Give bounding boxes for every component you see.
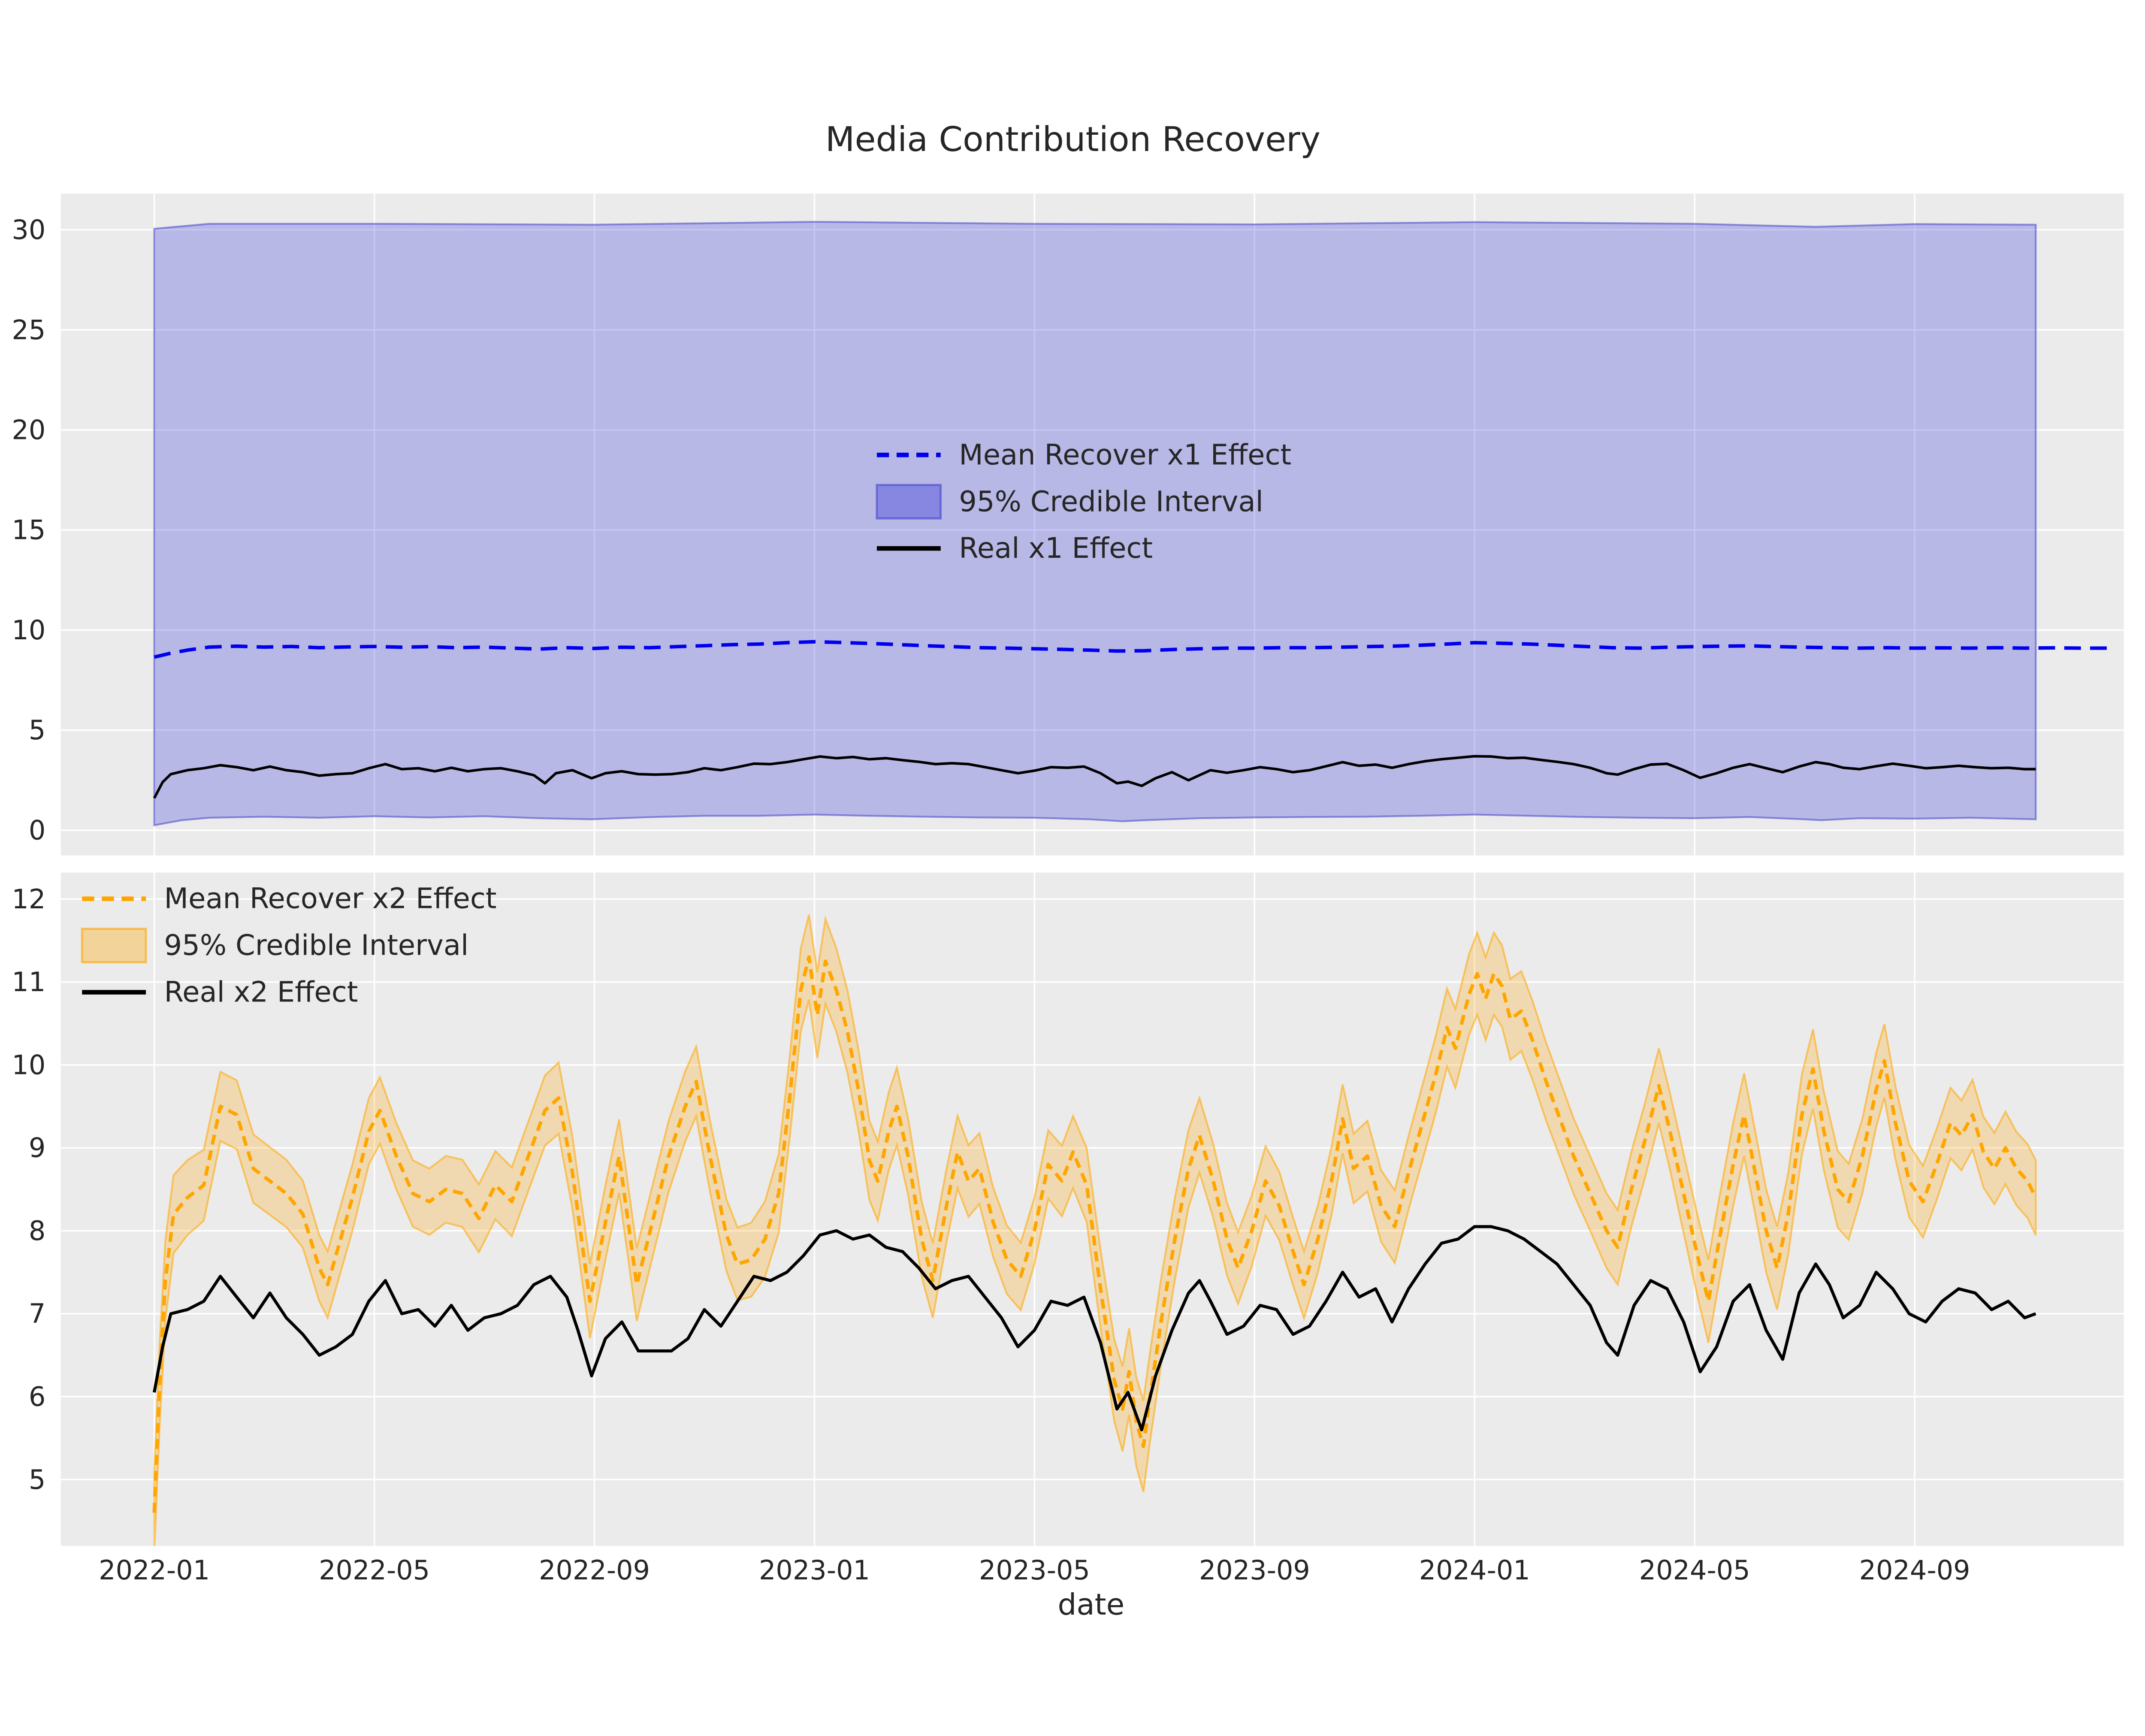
panel-background — [60, 194, 2124, 856]
x-tick-label: 2024-09 — [1859, 1555, 1970, 1586]
y-tick-label: 20 — [12, 414, 45, 446]
y-tick-label: 10 — [12, 614, 45, 646]
credible-interval-band — [153, 221, 2037, 826]
y-tick-label: 12 — [12, 883, 45, 915]
credible-interval-band — [153, 914, 2037, 1546]
x-tick-label: 2023-01 — [759, 1555, 870, 1586]
y-tick-label: 10 — [12, 1049, 45, 1080]
x-tick-label: 2024-01 — [1419, 1555, 1530, 1586]
legend: Mean Recover x2 Effect 95% Credible Inter… — [81, 883, 497, 1009]
y-tick-label: 9 — [29, 1132, 45, 1164]
legend-label: 95% Credible Interval — [959, 485, 1263, 518]
legend-label: Mean Recover x2 Effect — [164, 883, 497, 915]
x-tick-label: 2023-05 — [979, 1555, 1090, 1586]
legend-fill-swatch — [81, 928, 147, 964]
plot-area — [153, 221, 2113, 826]
x-tick-label: 2022-09 — [539, 1555, 650, 1586]
x-axis-label: date — [1058, 1588, 1125, 1622]
x-tick-label: 2024-05 — [1639, 1555, 1750, 1586]
legend-label: 95% Credible Interval — [164, 929, 469, 962]
plot-area — [152, 914, 2037, 1546]
y-tick-label: 7 — [29, 1298, 45, 1329]
mean-recover-line — [152, 955, 2037, 1513]
bottom-panel: 5 6 7 8 9 10 11 12 2022-01 2022-05 2022-09 2023-01 2… — [12, 872, 2124, 1586]
mean-recover-line — [154, 640, 2113, 659]
y-tick-label: 30 — [12, 214, 45, 245]
x-tick-label: 2022-05 — [319, 1555, 430, 1586]
legend: Mean Recover x1 Effect 95% Credible Inter… — [876, 439, 1291, 565]
y-tick-label: 5 — [29, 714, 45, 746]
real-effect-line — [153, 755, 2036, 799]
y-tick-label: 15 — [12, 514, 45, 546]
real-effect-line — [153, 1225, 2036, 1431]
y-tick-label: 11 — [12, 966, 45, 998]
legend-label: Mean Recover x1 Effect — [959, 439, 1291, 471]
chart-title: Media Contribution Recovery — [825, 119, 1320, 159]
x-tick-label: 2022-01 — [99, 1555, 210, 1586]
legend-label: Real x1 Effect — [959, 532, 1153, 565]
legend-fill-swatch — [876, 484, 942, 520]
y-tick-label: 0 — [29, 814, 45, 846]
y-tick-label: 6 — [29, 1381, 45, 1412]
chart-panels: 0 5 10 15 20 25 30 Mean Recover x1 Effect 95% Cr… — [12, 194, 2124, 1586]
top-panel: 0 5 10 15 20 25 30 Mean Recover x1 Effect 95% Cr… — [12, 194, 2124, 856]
gridlines — [60, 194, 2124, 856]
y-tick-label: 5 — [29, 1464, 45, 1495]
y-tick-label: 8 — [29, 1215, 45, 1246]
legend-label: Real x2 Effect — [164, 976, 358, 1009]
x-tick-label: 2023-09 — [1199, 1555, 1310, 1586]
y-tick-label: 25 — [12, 314, 45, 345]
